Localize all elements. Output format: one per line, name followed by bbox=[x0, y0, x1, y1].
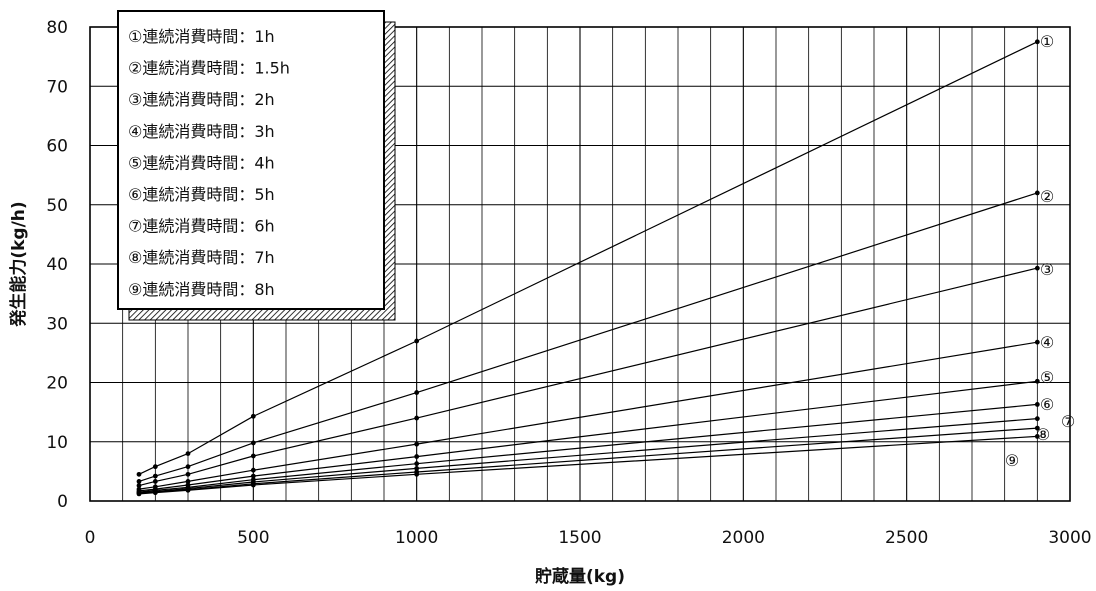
legend-box bbox=[117, 10, 385, 310]
plot-frame bbox=[89, 26, 1071, 502]
legend-entry-3: ③連続消費時間：2h bbox=[128, 90, 275, 109]
legend-entry-7: ⑦連続消費時間：6h bbox=[128, 217, 275, 236]
data-point bbox=[414, 338, 420, 344]
series-line-7 bbox=[138, 418, 1038, 494]
data-point bbox=[136, 491, 142, 497]
y-tick-label: 60 bbox=[46, 137, 68, 157]
data-point bbox=[250, 413, 256, 419]
legend-entry-4: ④連続消費時間：3h bbox=[128, 122, 275, 141]
legend-entry-5: ⑤連続消費時間：4h bbox=[128, 153, 275, 172]
y-tick-label: 70 bbox=[46, 77, 68, 97]
y-tick-label: 0 bbox=[57, 492, 68, 512]
data-point bbox=[185, 471, 191, 477]
y-tick-label: 80 bbox=[46, 18, 68, 38]
x-tick-label: 500 bbox=[237, 528, 269, 548]
data-point bbox=[1034, 402, 1040, 407]
data-point bbox=[185, 451, 191, 456]
legend-layer: ①連続消費時間：1h ②連続消費時間：1.5h ③連続消費時間：2h ④連続消費時間：… bbox=[117, 10, 396, 321]
data-point bbox=[250, 473, 256, 479]
x-tick-label: 0 bbox=[85, 528, 96, 548]
legend-entry-9: ⑨連続消費時間：8h bbox=[128, 280, 275, 299]
data-point bbox=[1034, 434, 1040, 439]
data-point bbox=[152, 479, 158, 484]
x-tick-label: 2500 bbox=[885, 528, 928, 548]
series-end-label-6: ⑥ bbox=[1040, 395, 1054, 414]
data-point bbox=[1034, 339, 1040, 345]
x-tick-label: 1000 bbox=[395, 528, 438, 548]
data-point bbox=[414, 461, 420, 467]
series-end-label-5: ⑤ bbox=[1040, 368, 1054, 387]
series-line-3 bbox=[138, 267, 1038, 487]
series-end-label-3: ③ bbox=[1040, 260, 1054, 279]
y-axis-title: 発生能力(kg/h) bbox=[8, 201, 29, 327]
data-point bbox=[414, 466, 420, 471]
x-tick-label: 3000 bbox=[1048, 528, 1091, 548]
series-end-label-1: ① bbox=[1040, 32, 1054, 51]
data-point bbox=[414, 441, 420, 447]
data-point bbox=[136, 471, 142, 477]
data-point bbox=[1034, 425, 1040, 431]
x-tick-label: 2000 bbox=[722, 528, 765, 548]
legend-entry-2: ②連続消費時間：1.5h bbox=[128, 59, 290, 78]
data-point bbox=[152, 464, 158, 470]
data-point bbox=[136, 479, 142, 484]
legend-entry-1: ①連続消費時間：1h bbox=[128, 27, 275, 46]
data-point bbox=[250, 482, 256, 488]
series-end-label-7: ⑦ bbox=[1061, 412, 1075, 431]
data-point bbox=[414, 415, 420, 421]
series-line-5 bbox=[138, 380, 1038, 492]
data-point bbox=[185, 464, 191, 470]
series-end-label-4: ④ bbox=[1040, 333, 1054, 352]
series-line-2 bbox=[138, 192, 1038, 482]
series-end-label-9: ⑨ bbox=[1005, 451, 1019, 470]
series-layer bbox=[136, 39, 1040, 497]
y-tick-label: 20 bbox=[46, 374, 68, 394]
data-point bbox=[185, 479, 191, 484]
data-point bbox=[414, 454, 420, 459]
y-tick-label: 10 bbox=[46, 433, 68, 453]
legend-entry-8: ⑧連続消費時間：7h bbox=[128, 248, 275, 267]
x-axis-title: 貯蔵量(kg) bbox=[535, 566, 625, 587]
series-line-4 bbox=[138, 341, 1038, 490]
data-point bbox=[136, 483, 142, 488]
x-tick-label: 1500 bbox=[558, 528, 601, 548]
axis-layer: 0 10 20 30 40 50 60 70 80 0 500 1000 1500 2000 2500 300… bbox=[8, 18, 1092, 587]
legend-entry-6: ⑥連続消費時間：5h bbox=[128, 185, 275, 204]
data-point bbox=[250, 440, 256, 446]
data-point bbox=[1034, 416, 1040, 422]
series-line-1 bbox=[138, 41, 1038, 475]
data-point bbox=[250, 453, 256, 459]
data-point bbox=[152, 473, 158, 479]
y-tick-label: 30 bbox=[46, 314, 68, 334]
y-tick-label: 40 bbox=[46, 255, 68, 275]
series-line-9 bbox=[138, 435, 1038, 495]
series-line-6 bbox=[138, 403, 1038, 493]
data-point bbox=[185, 487, 191, 493]
data-point bbox=[414, 390, 420, 395]
data-point bbox=[1034, 378, 1040, 384]
data-point bbox=[414, 471, 420, 477]
data-point bbox=[152, 490, 158, 496]
data-point bbox=[1034, 39, 1040, 45]
data-point bbox=[1034, 265, 1040, 271]
y-tick-label: 50 bbox=[46, 196, 68, 216]
series-end-label-8: ⑧ bbox=[1036, 425, 1050, 444]
data-point bbox=[1034, 190, 1040, 196]
series-end-label-2: ② bbox=[1040, 187, 1054, 206]
data-point bbox=[250, 467, 256, 473]
